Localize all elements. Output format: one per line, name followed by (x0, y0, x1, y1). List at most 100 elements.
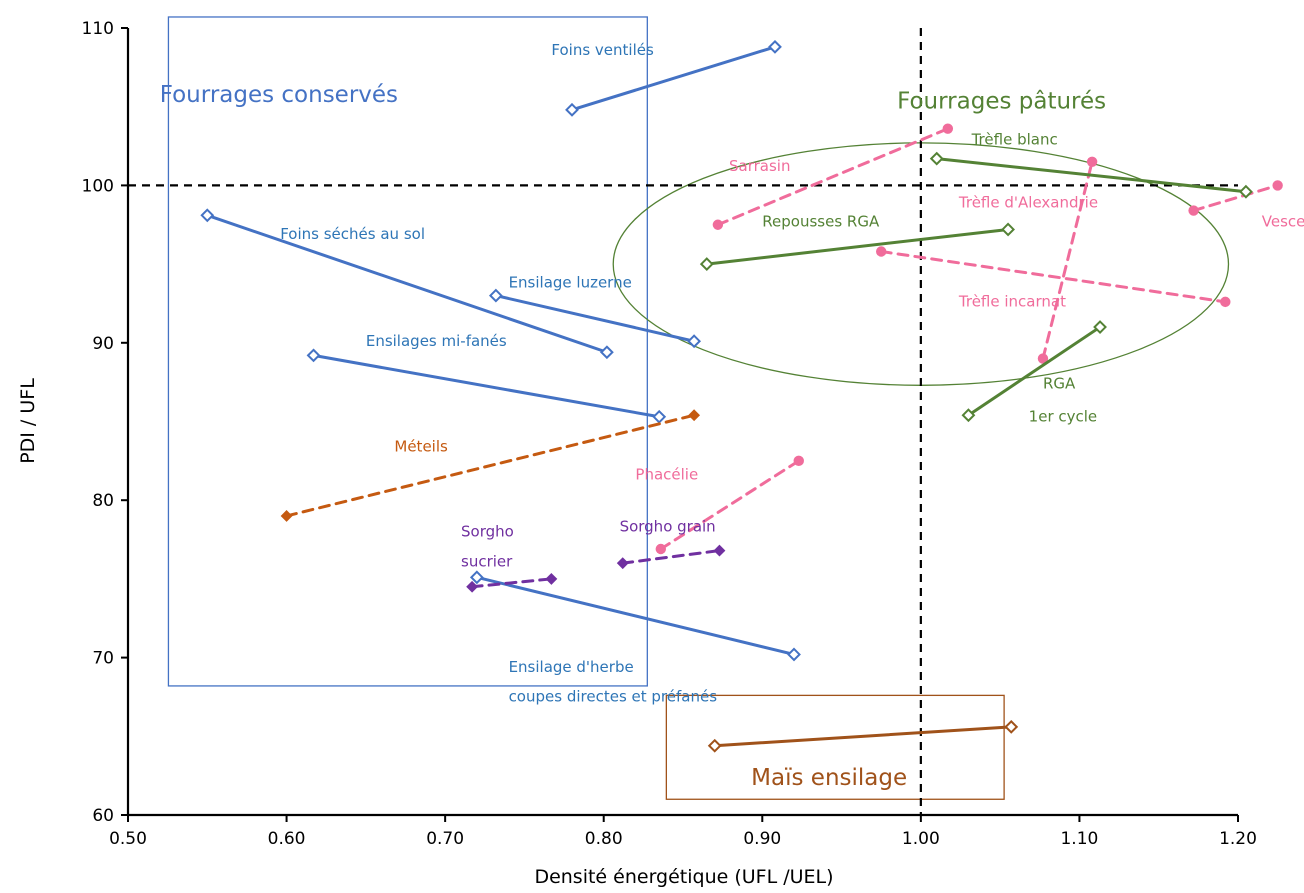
series-line (716, 127, 950, 227)
series-line (935, 157, 1248, 194)
phacelie-series (655, 455, 804, 555)
series-line (205, 213, 609, 354)
series-line (570, 45, 777, 112)
y-tick-label: 90 (92, 334, 114, 354)
x-tick-label: 0.70 (426, 829, 464, 849)
foins-seches-au-sol-series (200, 208, 614, 360)
x-tick-label: 0.90 (743, 829, 781, 849)
meteils-series (280, 409, 701, 522)
series-line (312, 353, 661, 419)
trefle-blanc-series (929, 151, 1253, 199)
data-point (1086, 156, 1098, 167)
y-tick-label: 110 (82, 19, 114, 39)
data-point (545, 572, 558, 585)
data-point (942, 123, 954, 134)
data-point (712, 219, 724, 230)
coupes-directes-et-prefanes-label: coupes directes et préfanés (509, 688, 718, 706)
data-point (280, 510, 293, 522)
data-point (1001, 222, 1015, 237)
fourrages-patures-label: Fourrages pâturés (897, 88, 1106, 114)
data-point (699, 257, 714, 272)
x-axis-title: Densité énergétique (UFL /UEL) (534, 866, 833, 888)
sorgho-sucrier-series (466, 572, 558, 593)
data-point (652, 409, 667, 424)
rga-1er-cycle-series (961, 320, 1107, 423)
data-point (1188, 205, 1199, 216)
series-line (1192, 183, 1280, 213)
trefle-incarnat-series (876, 246, 1231, 308)
x-tick-label: 0.50 (109, 829, 147, 849)
axes: 60 70 80 90 100 110 0.50 0.60 0.70 0.80 0.90 1.00 1.… (82, 19, 1257, 849)
y-tick-label: 70 (92, 649, 114, 669)
data-point (306, 348, 321, 363)
data-point (565, 102, 579, 117)
ensilage-d-herbe-coupes-directes-et-prefanes-series (469, 570, 801, 662)
data-point (200, 208, 215, 223)
x-tick-label: 0.80 (585, 829, 623, 849)
data-point (687, 334, 702, 349)
vesce-label: Vesce (1262, 212, 1304, 230)
trefle-d-alexandrie-label: Trèfle d'Alexandrie (958, 193, 1098, 211)
repousses-rga-series (699, 222, 1015, 272)
series-line (966, 325, 1102, 417)
data-point (466, 580, 479, 593)
sorgho-grain-series (616, 544, 726, 570)
trefle-blanc-label: Trèfle blanc (971, 130, 1058, 148)
series-line (285, 413, 696, 518)
y-axis-title: PDI / UFL (17, 378, 39, 464)
data-point (707, 738, 722, 753)
data-point (793, 455, 804, 467)
vesce-series (1037, 156, 1098, 364)
series-lines (200, 39, 1283, 753)
sucrier-label: sucrier (461, 552, 513, 570)
mais-ensilage-region (665, 694, 1005, 800)
trefle-d-alexandrie-series (1188, 180, 1283, 216)
series-line (621, 549, 721, 565)
data-point (1220, 296, 1231, 308)
data-point (655, 543, 666, 555)
y-tick-label: 60 (92, 806, 114, 826)
foins-seches-au-sol-label: Foins séchés au sol (280, 225, 425, 243)
sarrasin-label: Sarrasin (729, 157, 790, 175)
rga-label: RGA (1043, 374, 1076, 392)
data-point (713, 544, 726, 557)
annotations: Fourrages conservés Fourrages pâturés Maïs… (160, 41, 1304, 791)
data-point (1093, 320, 1107, 334)
sarrasin-series (712, 123, 954, 230)
x-tick-label: 1.10 (1060, 829, 1098, 849)
ensilage-d-herbe-label: Ensilage d'herbe (509, 658, 634, 676)
data-point (616, 557, 629, 570)
data-point (488, 288, 503, 303)
ensilages-mi-fanes-series (306, 348, 667, 424)
x-tick-label: 0.60 (268, 829, 306, 849)
data-point (929, 151, 944, 166)
data-point (961, 408, 976, 423)
series-line (494, 294, 696, 343)
data-point (1272, 180, 1283, 191)
1er-cycle-label: 1er cycle (1029, 408, 1097, 426)
mais-ensilage-series (707, 719, 1019, 753)
sorgho-grain-label: Sorgho grain (620, 518, 716, 536)
ensilages-mi-fanes-label: Ensilages mi-fanés (366, 332, 507, 350)
data-point (876, 246, 887, 257)
series-line (879, 250, 1227, 304)
series-line (659, 459, 801, 551)
data-point (1239, 184, 1253, 199)
reference-lines (128, 28, 1238, 815)
data-point (768, 39, 782, 54)
data-point (1037, 353, 1049, 364)
repousses-rga-label: Repousses RGA (762, 212, 880, 230)
data-point (469, 570, 484, 585)
fourrages-conserves-label: Fourrages conservés (160, 82, 398, 108)
foins-ventiles-label: Foins ventilés (551, 41, 654, 59)
series-line (713, 725, 1013, 748)
series-line (1041, 160, 1094, 361)
data-point (787, 647, 801, 662)
mais-ensilage-label: Maïs ensilage (751, 765, 907, 791)
data-point (599, 345, 614, 360)
meteils-label: Méteils (394, 437, 448, 455)
data-point (688, 409, 701, 422)
ensilage-luzerne-series (488, 288, 702, 349)
phacelie-label: Phacélie (635, 466, 698, 484)
